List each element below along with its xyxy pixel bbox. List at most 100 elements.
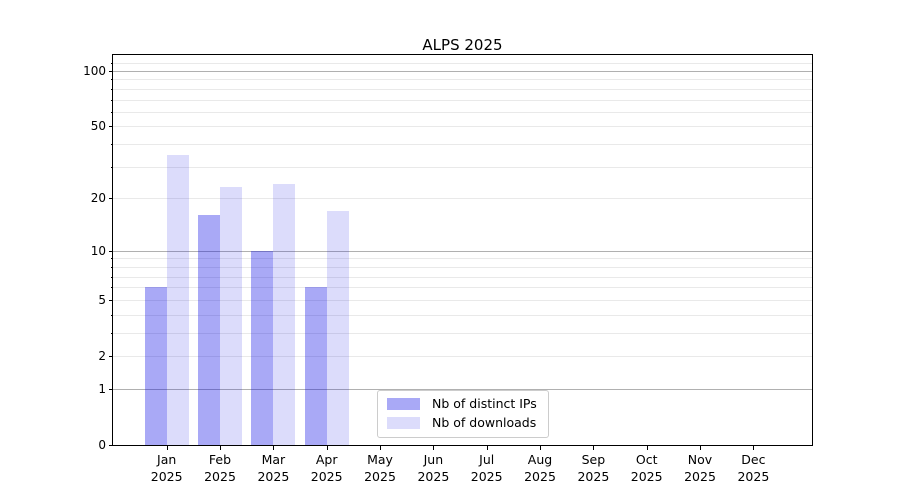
bar-nb-of-downloads-feb [220, 187, 242, 445]
x-tick-year: 2025 [364, 469, 396, 484]
x-tick-label: May 2025 [348, 451, 412, 485]
y-tick-label: 5 [98, 292, 106, 307]
x-tick-mark [220, 446, 221, 450]
x-tick-year: 2025 [577, 469, 610, 484]
minor-gridline [113, 111, 812, 113]
plot-area [112, 54, 813, 446]
bar-nb-of-distinct-ips-mar [251, 250, 274, 445]
x-tick-mark [753, 446, 755, 450]
x-tick-label: Aug 2025 [508, 451, 572, 485]
x-tick-year: 2025 [310, 469, 343, 484]
major-gridline [113, 71, 812, 72]
legend: Nb of distinct IPs Nb of downloads [377, 390, 549, 438]
x-tick-label: Apr 2025 [295, 451, 359, 485]
y-minor-tick-mark [111, 266, 113, 268]
x-tick-label: Jul 2025 [455, 451, 519, 485]
y-minor-tick-mark [111, 144, 113, 145]
chart-title: ALPS 2025 [422, 36, 503, 54]
x-tick-mark [593, 446, 595, 450]
y-tick-label: 10 [90, 243, 106, 258]
minor-gridline [113, 126, 812, 128]
y-tick-label: 2 [98, 349, 106, 363]
minor-gridline [113, 287, 812, 289]
y-minor-tick-mark [111, 88, 113, 90]
x-tick-mark [273, 446, 275, 450]
y-minor-tick-mark [111, 166, 113, 168]
legend-entry-downloads: Nb of downloads [387, 415, 537, 431]
x-tick-year: 2025 [257, 469, 290, 484]
y-minor-tick-mark [111, 299, 113, 301]
legend-entry-distinct-ips: Nb of distinct IPs [387, 396, 537, 412]
y-minor-tick-mark [111, 258, 113, 260]
minor-gridline [113, 332, 812, 334]
y-minor-tick-mark [111, 198, 113, 200]
x-tick-year: 2025 [684, 469, 716, 484]
x-tick-mark [540, 446, 541, 450]
x-tick-month: Sep [581, 452, 606, 467]
x-tick-label: Nov 2025 [668, 451, 732, 485]
y-tick-label: 100 [83, 64, 106, 78]
x-tick-year: 2025 [524, 469, 556, 484]
x-tick-mark [700, 446, 701, 450]
minor-gridline [113, 276, 812, 278]
legend-label-downloads: Nb of downloads [432, 415, 537, 430]
x-tick-year: 2025 [150, 469, 183, 484]
x-tick-month: Apr [315, 452, 338, 467]
x-tick-month: Jul [479, 452, 495, 467]
x-tick-month: Aug [527, 452, 553, 467]
x-tick-year: 2025 [417, 469, 450, 484]
y-tick-label: 0 [98, 438, 106, 452]
y-minor-tick-mark [111, 314, 113, 316]
x-tick-month: Jun [423, 452, 444, 467]
y-minor-tick-mark [111, 63, 113, 65]
bar-nb-of-downloads-apr [326, 210, 349, 445]
y-tick-mark [109, 71, 113, 72]
minor-gridline [113, 166, 812, 168]
x-tick-mark [646, 446, 648, 450]
minor-gridline [113, 266, 812, 268]
y-minor-tick-mark [111, 99, 113, 101]
legend-swatch-downloads [387, 417, 420, 429]
x-tick-label: Sep 2025 [561, 451, 625, 485]
x-tick-month: Oct [635, 452, 658, 467]
y-minor-tick-mark [111, 287, 113, 289]
y-minor-tick-mark [111, 126, 113, 128]
x-tick-month: Feb [208, 452, 232, 467]
y-minor-tick-mark [111, 356, 113, 357]
y-minor-tick-mark [111, 332, 113, 334]
x-tick-mark [380, 446, 381, 450]
x-tick-label: Jun 2025 [401, 451, 465, 485]
x-tick-label: Oct 2025 [615, 451, 679, 485]
minor-gridline [113, 299, 812, 301]
major-gridline [113, 388, 812, 390]
x-tick-label: Jan 2025 [135, 451, 199, 485]
y-tick-mark [109, 250, 113, 252]
x-tick-year: 2025 [737, 469, 770, 484]
x-tick-month: Nov [687, 452, 713, 467]
bar-nb-of-distinct-ips-apr [304, 287, 327, 445]
y-minor-tick-mark [111, 276, 113, 278]
minor-gridline [113, 356, 812, 357]
y-tick-label: 1 [98, 381, 106, 396]
minor-gridline [113, 314, 812, 316]
x-tick-year: 2025 [630, 469, 663, 484]
x-tick-month: May [367, 452, 393, 467]
y-minor-tick-mark [111, 111, 113, 113]
bar-nb-of-distinct-ips-feb [198, 215, 220, 445]
y-tick-label: 20 [90, 191, 106, 206]
legend-swatch-distinct-ips [387, 398, 420, 410]
minor-gridline [113, 79, 812, 81]
x-tick-month: Jan [157, 452, 177, 467]
x-tick-mark [326, 446, 328, 450]
x-tick-label: Mar 2025 [241, 451, 305, 485]
bar-nb-of-distinct-ips-jan [144, 287, 167, 445]
minor-gridline [113, 99, 812, 101]
minor-gridline [113, 88, 812, 90]
bar-nb-of-downloads-jan [166, 154, 189, 445]
x-tick-label: Dec 2025 [721, 451, 785, 485]
x-tick-year: 2025 [204, 469, 236, 484]
x-tick-label: Feb 2025 [188, 451, 252, 485]
x-tick-mark [486, 446, 488, 450]
x-tick-month: Dec [741, 452, 766, 467]
